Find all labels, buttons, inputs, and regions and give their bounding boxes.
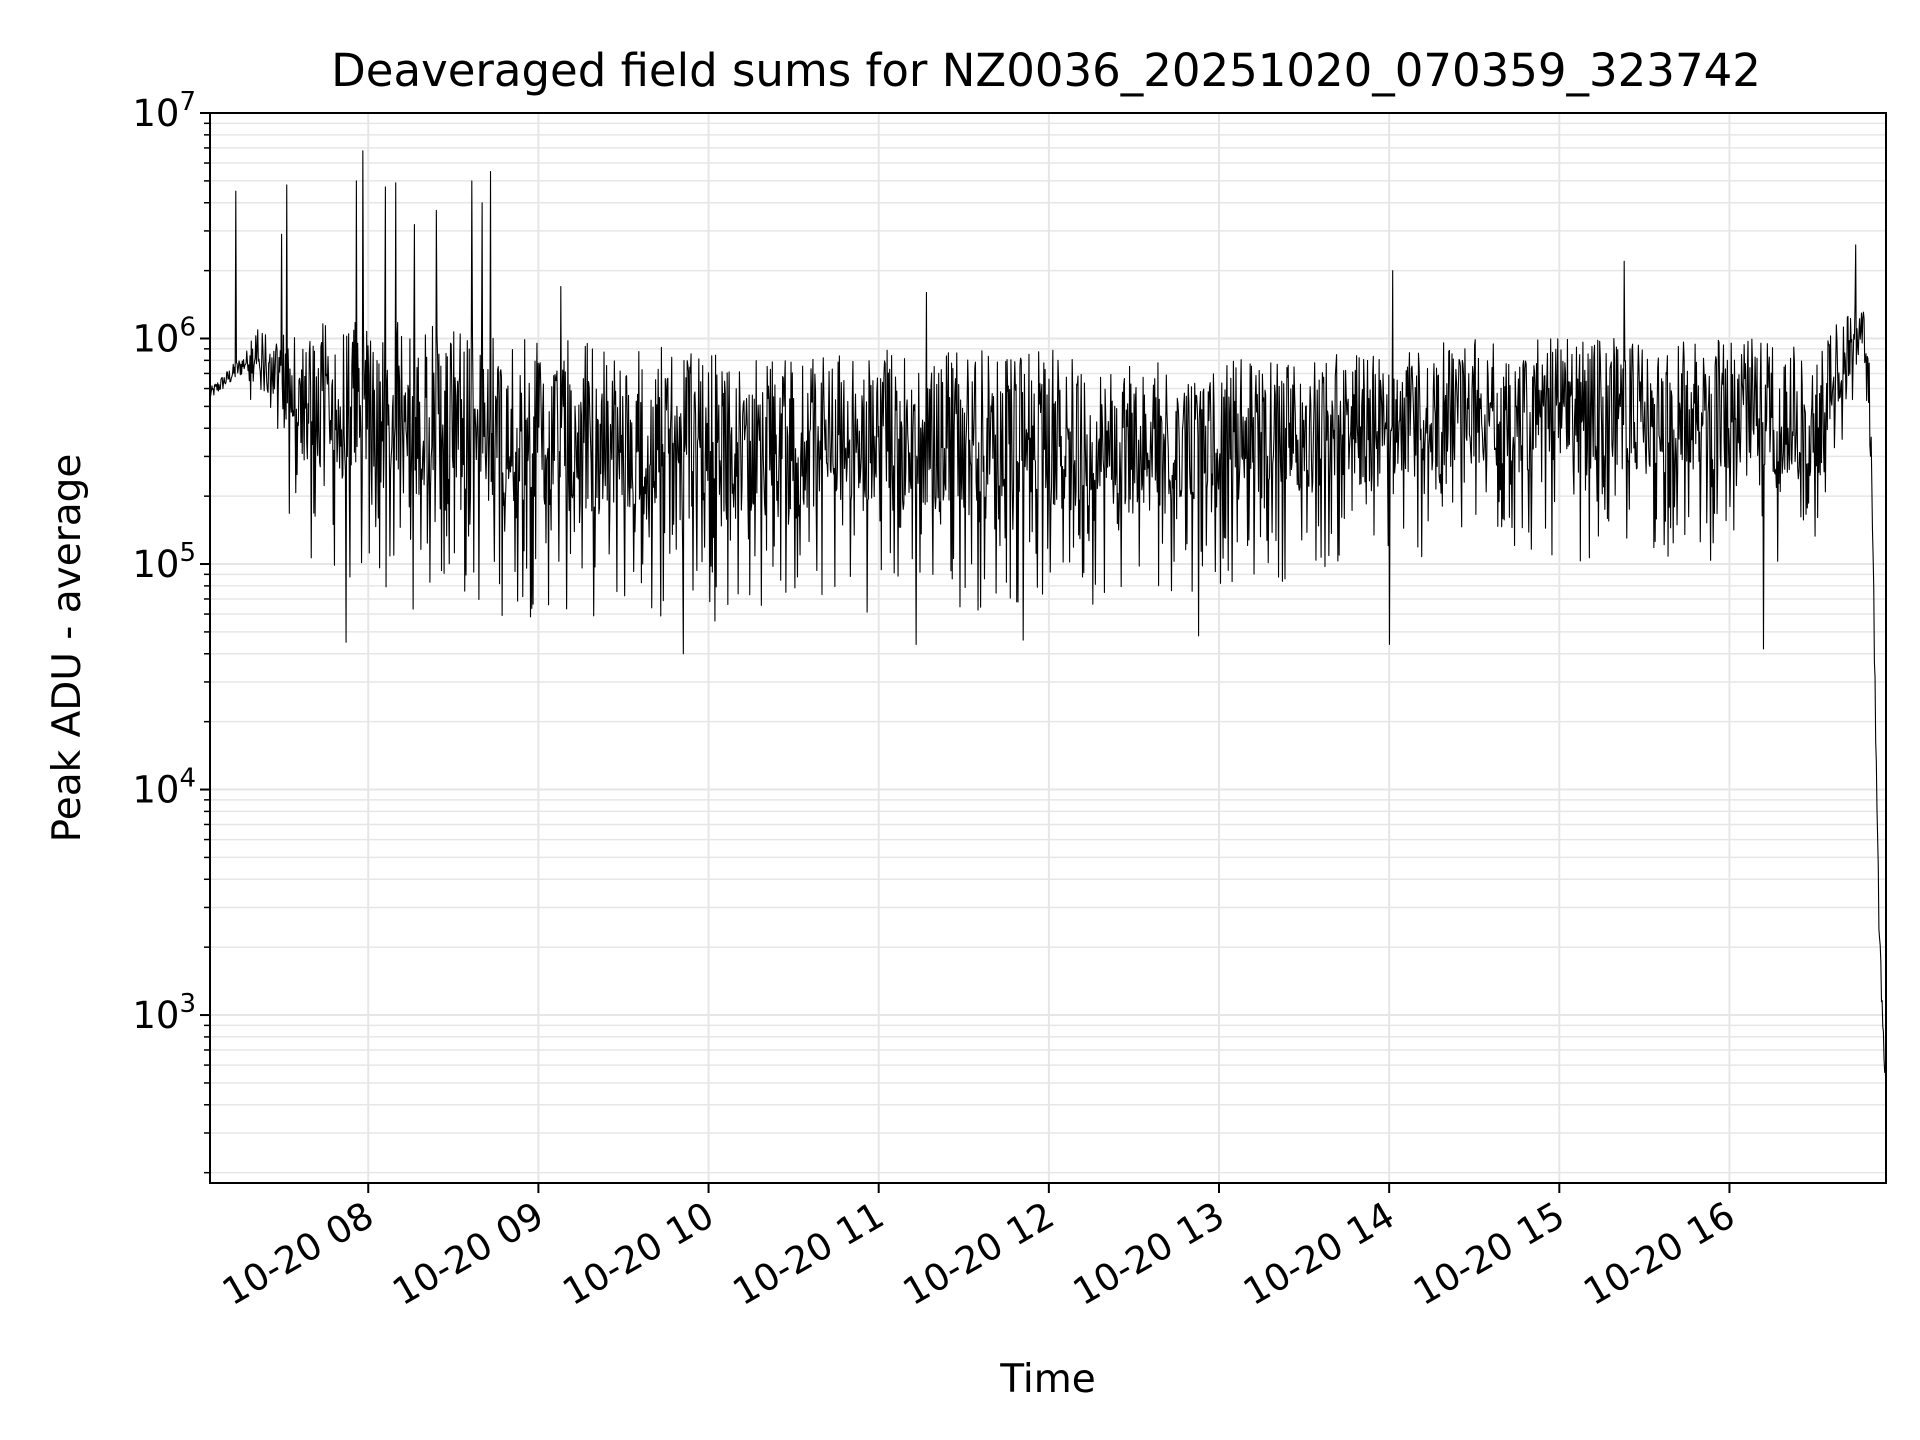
y-tick-label: 103 — [132, 989, 196, 1037]
x-axis-label: Time — [999, 1357, 1095, 1402]
y-tick-label: 107 — [132, 87, 196, 135]
chart-title: Deaveraged field sums for NZ0036_2025102… — [331, 44, 1761, 97]
y-tick-label: 105 — [132, 538, 196, 586]
y-tick-label: 104 — [132, 764, 196, 812]
y-tick-label: 106 — [132, 313, 196, 361]
y-axis-label: Peak ADU - average — [45, 454, 90, 843]
series-line — [209, 150, 1887, 1087]
series-group — [209, 150, 1887, 1087]
